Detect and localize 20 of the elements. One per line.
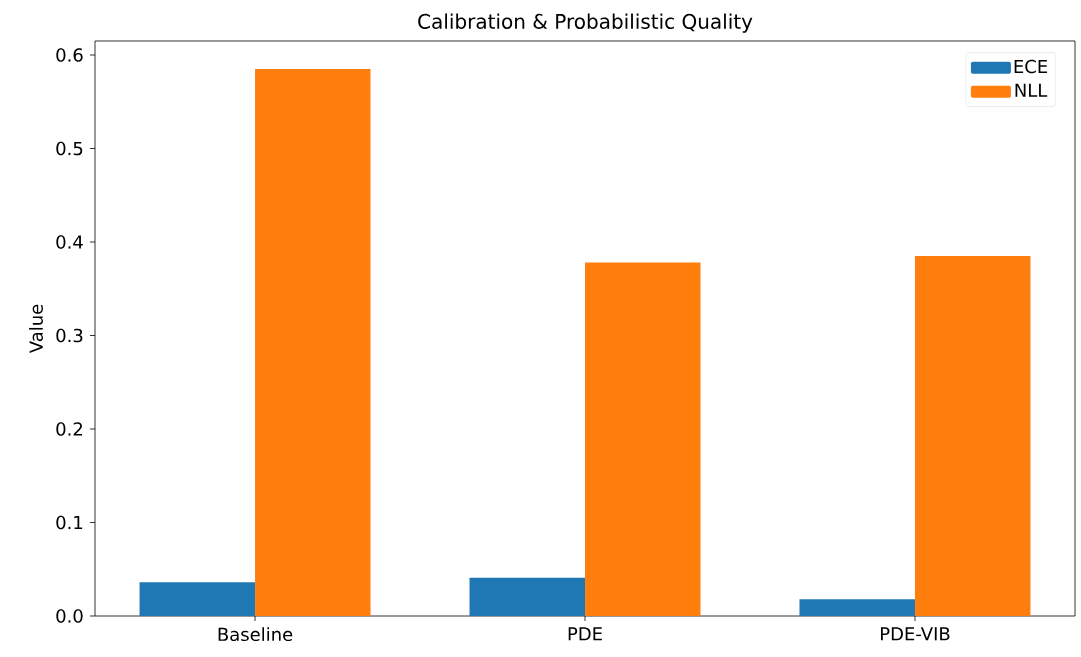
bar bbox=[914, 256, 1031, 616]
y-tick-label: 0.4 bbox=[56, 235, 83, 249]
x-tick-label: PDE-VIB bbox=[880, 627, 950, 641]
x-tick-label: PDE bbox=[568, 627, 602, 641]
bar bbox=[255, 69, 371, 616]
y-tick-label: 0.5 bbox=[56, 141, 83, 156]
bar bbox=[799, 599, 915, 616]
y-tick-label: 0.6 bbox=[56, 48, 83, 62]
x-tick-label: Baseline bbox=[218, 627, 293, 642]
y-tick-label: 0.2 bbox=[56, 422, 82, 436]
legend-label: ECE bbox=[1014, 59, 1048, 74]
y-axis-title: Value bbox=[29, 304, 43, 354]
y-tick-label: 0.3 bbox=[56, 328, 83, 343]
bar bbox=[139, 582, 256, 616]
legend-label: NLL bbox=[1015, 83, 1048, 97]
y-tick-label: 0.0 bbox=[56, 609, 83, 623]
bar bbox=[469, 577, 586, 616]
chart-title: Calibration & Probabilistic Quality bbox=[418, 13, 753, 33]
y-tick-label: 0.1 bbox=[56, 515, 83, 530]
bar bbox=[585, 262, 701, 616]
